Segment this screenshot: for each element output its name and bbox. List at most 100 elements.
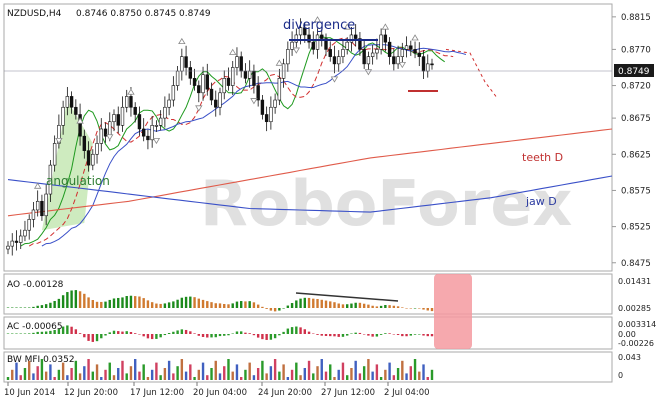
ao-bar [231, 303, 234, 308]
ac-bar [95, 334, 99, 342]
mfi-bar [320, 359, 323, 380]
ac-bar [91, 334, 94, 342]
candle [171, 76, 176, 107]
mfi-bar [290, 369, 294, 380]
ao-bar [333, 302, 336, 308]
candle [337, 50, 341, 72]
ac-bar [210, 334, 213, 338]
mfi-y-label: 0.043 [618, 353, 641, 362]
mfi-bar [121, 360, 124, 380]
mfi-bar [36, 366, 39, 380]
mfi-bar [142, 364, 145, 380]
mfi-bar [261, 360, 264, 380]
mfi-bar [346, 375, 349, 380]
signal-highlight-box [434, 274, 472, 349]
ac-bar [307, 331, 311, 334]
ao-bar [163, 303, 167, 308]
ao-bar [401, 307, 404, 308]
ac-bar [282, 331, 285, 334]
mfi-bar [83, 366, 86, 380]
ao-bar [117, 297, 120, 308]
candle [112, 109, 116, 132]
ao-bar [384, 304, 387, 308]
candle [324, 33, 328, 56]
ao-bar [150, 302, 154, 308]
mfi-bar [125, 373, 128, 380]
fractal-up-icon [343, 23, 351, 30]
ac-title: AC -0.00065 [7, 322, 63, 332]
mfi-bar [329, 364, 332, 380]
mfi-bar [422, 364, 425, 380]
ac-bar [87, 334, 90, 341]
candle [201, 66, 205, 101]
candle [31, 202, 36, 228]
ac-bar [36, 331, 39, 334]
mfi-bar [150, 369, 154, 380]
ao-bar [409, 308, 412, 309]
mfi-bar [303, 368, 306, 380]
ac-bar [49, 330, 52, 334]
candle [396, 45, 400, 69]
candle [103, 122, 108, 143]
candle [315, 28, 320, 59]
candle [264, 106, 269, 132]
mfi-bar [379, 377, 383, 380]
projection-line [445, 48, 497, 97]
mfi-bar [163, 368, 167, 380]
mfi-bar [418, 371, 421, 380]
ac-bar [329, 334, 332, 337]
ac-bar [112, 330, 116, 334]
candle [320, 25, 324, 47]
ao-bar [358, 302, 362, 308]
mfi-bar [180, 359, 184, 380]
mfi-bar [375, 364, 379, 380]
ac-bar [426, 334, 429, 337]
mfi-bar [392, 375, 396, 380]
mfi-bar [32, 373, 35, 380]
mfi-bar [53, 377, 56, 380]
mfi-bar [210, 368, 213, 380]
candle [370, 45, 375, 65]
ao-bar [44, 304, 48, 308]
jaw-d-line [7, 175, 613, 213]
ao-bar [138, 296, 141, 308]
candle [158, 110, 163, 131]
ao-bar [379, 305, 383, 308]
watermark-text: RoboForex [200, 167, 572, 240]
ac-y-label: 0.003314 [618, 320, 656, 329]
mfi-bar [11, 369, 14, 380]
ao-bar [112, 298, 116, 308]
ao-bar [36, 305, 39, 308]
mfi-bar [286, 377, 290, 380]
ac-bar [193, 333, 196, 334]
candle [69, 91, 74, 114]
candle [35, 190, 40, 217]
ao-bar [70, 290, 73, 308]
mfi-bar [112, 375, 116, 380]
candle [19, 229, 23, 250]
ac-bar [320, 334, 323, 336]
candle [192, 68, 197, 91]
ao-bar [422, 308, 425, 310]
ao-bar [19, 307, 22, 308]
mfi-bar [100, 377, 103, 380]
mfi-bar [61, 362, 65, 380]
candle [10, 233, 14, 256]
ao-bar [346, 304, 349, 308]
candle [197, 80, 201, 103]
ao-bar [142, 298, 145, 308]
ao-bar [40, 305, 44, 308]
fractal-up-icon [229, 48, 237, 55]
ac-bar [405, 334, 408, 337]
ao-y-label: 0.00285 [618, 304, 651, 313]
candle [141, 118, 146, 142]
ac-bar [248, 333, 251, 334]
candle [188, 60, 193, 85]
fractal-down-icon [330, 76, 339, 83]
ac-bar [333, 334, 336, 337]
ac-bar [341, 334, 345, 337]
ao-bar [223, 303, 226, 308]
ao-bar [329, 301, 332, 308]
candle [413, 41, 417, 59]
